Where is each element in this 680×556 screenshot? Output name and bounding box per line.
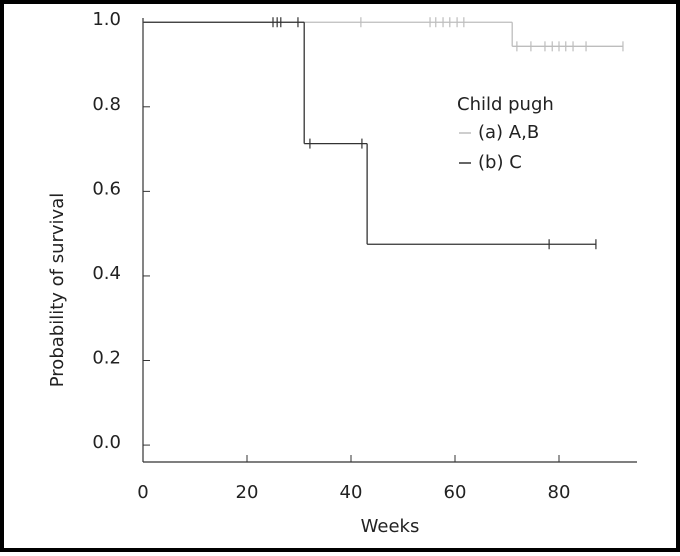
x-tick-label: 80 xyxy=(548,482,571,503)
y-tick-label: 0.0 xyxy=(92,432,121,453)
x-tick-label: 60 xyxy=(444,482,467,503)
x-tick-label: 0 xyxy=(137,482,148,503)
y-tick-label: 0.8 xyxy=(92,94,121,115)
legend-title: Child pugh xyxy=(457,94,554,115)
y-tick-label: 1.0 xyxy=(92,9,121,30)
y-tick-label: 0.2 xyxy=(92,348,121,369)
legend-label: (b) C xyxy=(478,152,522,173)
x-tick-label: 20 xyxy=(236,482,259,503)
y-tick-label: 0.4 xyxy=(92,263,121,284)
legend-label: (a) A,B xyxy=(478,122,539,143)
x-axis-label: Weeks xyxy=(361,516,420,537)
x-tick-label: 40 xyxy=(340,482,363,503)
y-tick-label: 0.6 xyxy=(92,178,121,199)
y-axis-label: Probability of survival xyxy=(47,193,68,387)
